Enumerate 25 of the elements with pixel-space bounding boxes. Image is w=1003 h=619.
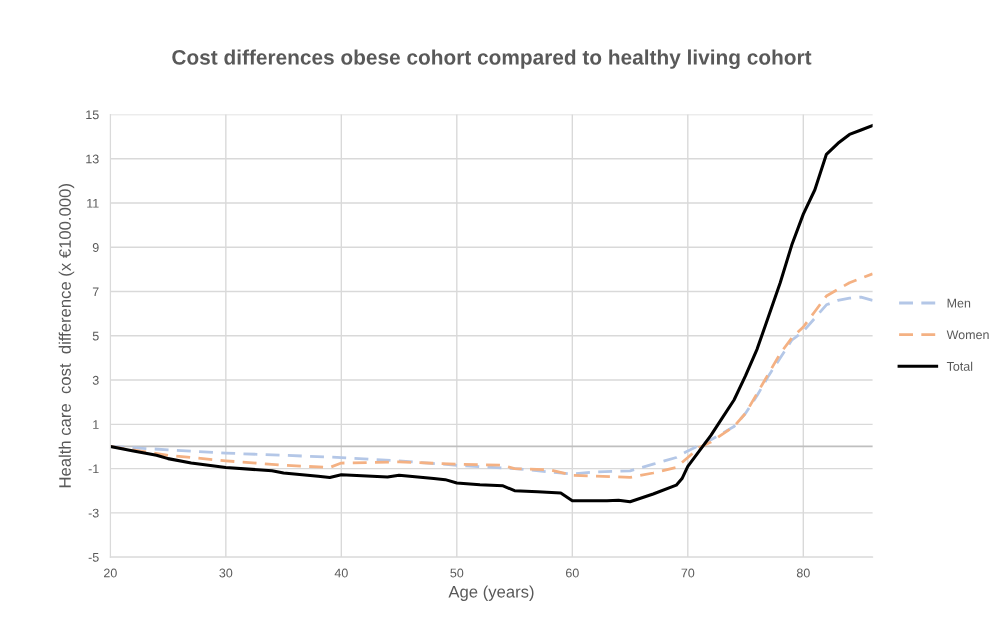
x-tick-label: 50 [450, 568, 464, 578]
legend-label: Women [946, 330, 989, 340]
legend-label: Total [946, 361, 973, 371]
x-tick-label: 40 [334, 568, 348, 578]
y-tick-label: 15 [86, 110, 99, 120]
y-tick-label: 3 [92, 375, 99, 385]
x-tick-label: 80 [796, 568, 810, 578]
y-tick-label: 9 [92, 243, 99, 252]
y-tick-label: -1 [88, 464, 99, 474]
y-axis-title: Health care cost difference (x €100.000) [58, 184, 75, 488]
x-tick-label: 60 [566, 568, 579, 578]
y-tick-label: -3 [88, 508, 99, 518]
x-tick-label: 20 [104, 568, 117, 578]
x-tick-label: 30 [219, 568, 233, 578]
legend-label: Men [947, 298, 971, 308]
y-tick-label: 11 [87, 198, 99, 208]
y-tick-label: 5 [92, 331, 99, 341]
line-series [110, 124, 873, 504]
y-tick-label: 13 [86, 154, 99, 164]
y-tick-label: 7 [92, 287, 99, 297]
y-tick-label: 1 [93, 420, 99, 429]
x-tick-label: 70 [681, 568, 695, 578]
chart-title: Cost differences obese cohort compared to healthy living cohort [172, 49, 812, 69]
x-axis-title: Age (years) [448, 585, 534, 601]
y-tick-label: -5 [88, 553, 99, 562]
